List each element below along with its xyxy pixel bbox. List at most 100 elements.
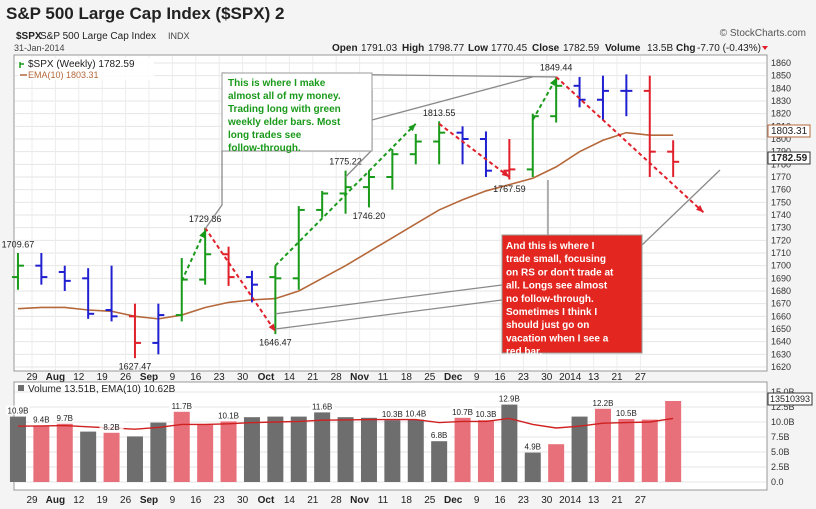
price-point-label: 1709.67 [2, 239, 35, 249]
note-line: Sometimes I think I [506, 307, 597, 318]
note-line: red bar. [506, 347, 542, 358]
ohlc-bars [11, 74, 680, 359]
volume-bar [9, 416, 26, 482]
down-arrow-icon [762, 46, 768, 50]
arrow-head-icon [268, 323, 276, 332]
note-line: Trading long with green [228, 104, 341, 115]
price-y-tick: 1660 [771, 311, 791, 321]
vol-x-tick-label: 29 [26, 495, 38, 506]
arrow-head-icon [408, 123, 416, 132]
volume-bar [524, 452, 541, 482]
volume-legend: Volume 13.51B, EMA(10) 10.62B [18, 384, 176, 395]
price-y-tick: 1770 [771, 172, 791, 182]
arrow-head-icon [549, 78, 557, 87]
ticker-label: $SPX [16, 31, 42, 42]
ema-layer [17, 131, 674, 320]
price-y-tick: 1730 [771, 223, 791, 233]
note-line: almost all of my money. [228, 91, 341, 102]
callout-line [275, 299, 503, 330]
ohlc-bar [269, 265, 282, 335]
volume-value-label: 10.7B [452, 408, 473, 417]
vol-x-tick-label: 16 [494, 495, 506, 506]
ohlc-readout: Open 1791.03 High 1798.77 Low 1770.45 Cl… [332, 43, 768, 54]
volume-value-label: 11.7B [172, 402, 192, 411]
ohlc-bar [456, 126, 469, 165]
legend-price: $SPX (Weekly) 1782.59 [28, 59, 135, 70]
vol-x-tick-label: 9 [474, 495, 480, 506]
ohlc-bar [35, 253, 48, 285]
ohlc-bar [199, 227, 212, 285]
volume-bar [360, 417, 377, 482]
volume-bar [173, 411, 190, 482]
ohlc-bar [82, 268, 95, 319]
x-tick-label: 23 [518, 372, 530, 383]
volume-value-label: 10.4B [405, 410, 426, 419]
vol-x-tick-label: 30 [541, 495, 553, 506]
x-tick-label: 14 [284, 372, 296, 383]
vol-x-tick-label: 21 [611, 495, 623, 506]
volume-value-label: 8.2B [103, 423, 119, 432]
vol-x-tick-label: 27 [635, 495, 647, 506]
ohlc-bar [339, 170, 352, 214]
volume-bar [571, 416, 588, 482]
volume-legend-text: Volume 13.51B, EMA(10) 10.62B [28, 384, 176, 395]
note-line: And this is where I [506, 241, 595, 252]
volume-bar [618, 419, 635, 482]
price-legend: $SPX (Weekly) 1782.59 EMA(10) 1803.31 [18, 58, 154, 80]
trend-arrow [531, 77, 558, 121]
volume-bar [314, 412, 331, 482]
x-tick-label: 16 [190, 372, 202, 383]
vol-y-tick: 0.0 [771, 477, 784, 487]
price-y-tick: 1840 [771, 83, 791, 93]
close-label: Close [532, 43, 560, 54]
callout-line [371, 76, 533, 121]
volume-bar [501, 404, 518, 482]
vol-x-tick-label: 23 [214, 495, 226, 506]
volume-bar [548, 444, 565, 482]
ohlc-bar [409, 133, 422, 165]
x-tick-label: 25 [424, 372, 436, 383]
price-y-tick: 1650 [771, 324, 791, 334]
ohlc-bar [58, 265, 71, 291]
x-tick-label: 29 [26, 372, 38, 383]
volume-ema [17, 417, 674, 430]
price-y-tick: 1860 [771, 58, 791, 68]
callout-line [204, 150, 223, 230]
x-tick-label: Nov [350, 372, 369, 383]
price-point-label: 1849.44 [540, 62, 573, 72]
vol-x-tick-label: 12 [73, 495, 85, 506]
ohlc-bar [316, 190, 329, 218]
x-tick-label: Aug [46, 372, 65, 383]
arrow-head-icon [696, 205, 704, 213]
volume-value-label: 10.3B [382, 410, 403, 419]
open-label: Open [332, 43, 358, 54]
vol-x-tick-label: Nov [350, 495, 369, 506]
x-tick-label: 28 [331, 372, 343, 383]
note-line: no follow-through. [506, 294, 594, 305]
x-tick-label: Dec [444, 372, 463, 383]
vol-y-tick: 7.5B [771, 432, 790, 442]
volume-value-label: 10.3B [476, 410, 497, 419]
price-y-tick: 1710 [771, 248, 791, 258]
svg-text:1803.31: 1803.31 [771, 126, 808, 137]
volume-value-label: 10.5B [616, 409, 637, 418]
vol-x-tick-label: 30 [237, 495, 249, 506]
callout-line [641, 169, 721, 246]
volume-bar [267, 416, 284, 482]
vol-x-tick-label: Oct [258, 495, 275, 506]
x-tick-label: Oct [258, 372, 275, 383]
vol-x-tick-label: Aug [46, 495, 65, 506]
exchange-label: INDX [168, 31, 190, 41]
volume-bar [290, 416, 307, 482]
volume-bar [56, 423, 73, 482]
price-panel [13, 54, 768, 372]
x-tick-label: 18 [401, 372, 413, 383]
price-point-label: 1767.59 [493, 184, 526, 194]
volume-bar [220, 421, 237, 482]
price-y-tick: 1820 [771, 109, 791, 119]
volume-bar [594, 408, 611, 482]
x-tick-label: 12 [73, 372, 85, 383]
price-y-tick: 1740 [771, 210, 791, 220]
volume-bar [407, 419, 424, 482]
trend-arrow [180, 229, 207, 282]
